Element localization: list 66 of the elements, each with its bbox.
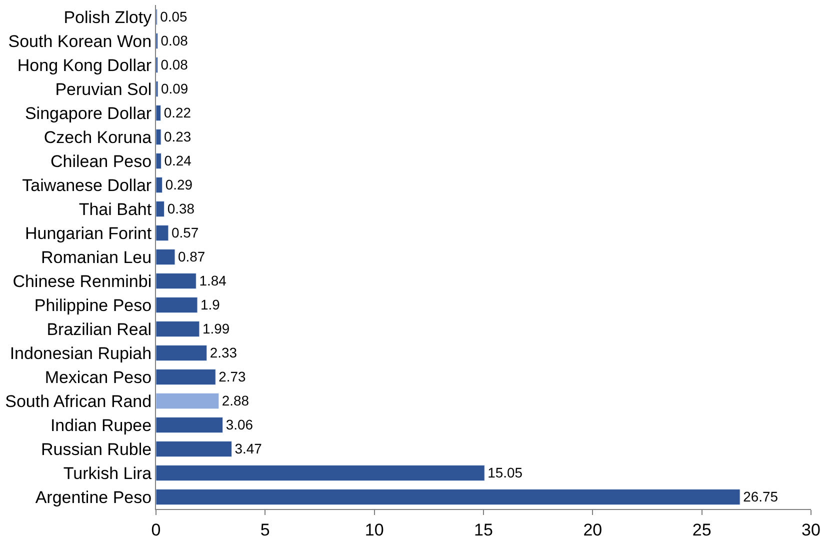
y-tick-label: Brazilian Real: [46, 320, 152, 339]
y-tick-label: Russian Ruble: [41, 440, 152, 459]
y-tick-label: Czech Koruna: [44, 128, 152, 147]
y-tick-label: Taiwanese Dollar: [22, 176, 152, 195]
bar: [156, 176, 163, 194]
y-tick-label: Singapore Dollar: [24, 104, 152, 123]
data-label: 0.09: [160, 80, 188, 97]
bar: [156, 272, 196, 290]
data-label: 0.05: [160, 8, 188, 25]
x-tick-label: 0: [151, 520, 161, 540]
y-tick-label: Indonesian Rupiah: [10, 344, 152, 363]
bar: [156, 200, 165, 218]
data-label: 0.57: [171, 224, 199, 241]
data-label: 0.22: [164, 104, 192, 121]
data-label: 0.29: [165, 176, 193, 193]
bar: [156, 320, 200, 338]
y-tick-label: Peruvian Sol: [55, 80, 152, 99]
y-tick-label: Argentine Peso: [35, 488, 152, 507]
data-label: 1.99: [202, 320, 230, 337]
bar: [156, 296, 198, 314]
bar: [156, 464, 485, 482]
bar: [156, 392, 220, 410]
y-tick-label: Thai Baht: [78, 200, 152, 219]
data-label: 0.23: [164, 128, 192, 145]
y-tick-label: Philippine Peso: [34, 296, 152, 315]
y-tick-label: South Korean Won: [8, 32, 152, 51]
data-label: 3.06: [226, 416, 254, 433]
bar: [156, 128, 162, 146]
y-tick-label: Turkish Lira: [63, 464, 152, 483]
x-tick-label: 30: [802, 520, 820, 540]
x-tick-label: 15: [474, 520, 493, 540]
data-label: 1.84: [199, 272, 227, 289]
data-label: 26.75: [743, 488, 778, 505]
bar: [156, 224, 169, 242]
bar: [156, 104, 162, 122]
data-label: 2.73: [218, 368, 246, 385]
y-tick-label: South African Rand: [5, 392, 152, 411]
y-tick-label: Chinese Renminbi: [12, 272, 152, 291]
x-tick-label: 10: [364, 520, 384, 540]
bar: [156, 440, 232, 458]
y-tick-label: Indian Rupee: [50, 416, 152, 435]
data-label: 2.88: [222, 392, 250, 409]
y-tick-label: Polish Zloty: [64, 8, 152, 27]
y-tick-label: Mexican Peso: [44, 368, 152, 387]
data-label: 1.9: [200, 296, 220, 313]
data-label: 0.24: [164, 152, 192, 169]
data-label: 0.08: [160, 32, 188, 49]
bar: [156, 368, 216, 386]
data-label: 0.87: [178, 248, 206, 265]
data-label: 3.47: [234, 440, 262, 457]
y-tick-label: Chilean Peso: [50, 152, 152, 171]
y-tick-label: Romanian Leu: [41, 248, 152, 267]
x-tick-label: 25: [692, 520, 712, 540]
bar: [156, 248, 176, 266]
bar: [156, 152, 162, 170]
x-tick-label: 5: [260, 520, 270, 540]
bar: [156, 488, 740, 506]
data-label: 0.08: [160, 56, 188, 73]
bar: [156, 344, 208, 362]
y-tick-label: Hong Kong Dollar: [17, 56, 152, 75]
x-tick-label: 20: [583, 520, 602, 540]
data-label: 0.38: [167, 200, 195, 217]
data-label: 2.33: [210, 344, 238, 361]
data-label: 15.05: [488, 464, 523, 481]
bar: [156, 416, 224, 434]
y-tick-label: Hungarian Forint: [24, 224, 152, 243]
